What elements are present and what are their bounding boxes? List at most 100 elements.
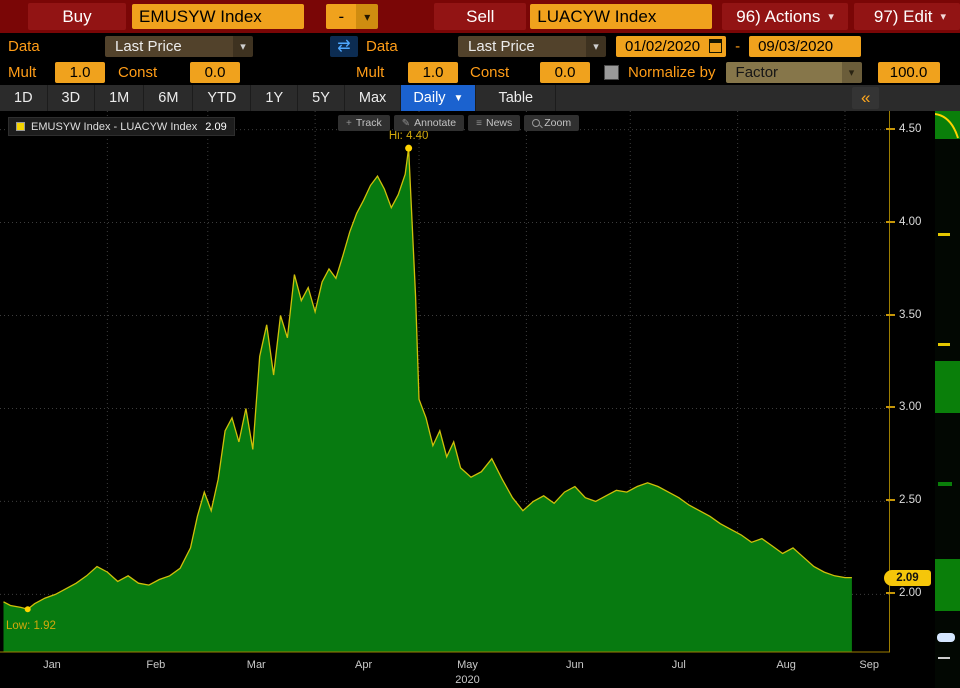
mult-label-left: Mult: [8, 63, 37, 81]
chevron-down-icon: ▾: [940, 11, 946, 23]
x-tick-label: Jan: [43, 659, 61, 671]
y-tick-label: 2.00: [886, 587, 921, 599]
buy-button[interactable]: Buy: [28, 3, 126, 30]
chevron-down-icon: ▾: [828, 11, 834, 23]
date-to-value: 09/03/2020: [758, 37, 834, 55]
zoom-button[interactable]: Zoom: [524, 115, 580, 131]
spread-chart-canvas[interactable]: Hi: 4.40 Low: 1.92 Jan Feb Mar Apr May Jun Jul Au…: [0, 111, 890, 688]
chart-area: Hi: 4.40 Low: 1.92 Jan Feb Mar Apr May Jun Jul Au…: [0, 111, 960, 688]
edit-label: 97) Edit: [873, 6, 933, 26]
y-axis: 2.09 2.00 2.50 3.00 3.50 4.00 4.50: [884, 111, 960, 652]
actions-label: 96) Actions: [736, 6, 821, 26]
swap-arrows-icon: ⇄: [337, 38, 351, 55]
mult-label-right: Mult: [356, 63, 385, 81]
tab-6m[interactable]: 6M: [144, 85, 194, 111]
x-tick-label: Feb: [146, 659, 165, 671]
mult-input-left[interactable]: 1.0: [55, 61, 105, 83]
news-lines-icon: ≡: [476, 117, 482, 129]
swap-series-button[interactable]: ⇄: [330, 35, 358, 57]
edit-menu-button[interactable]: 97) Edit ▾: [853, 3, 960, 30]
const-input-right[interactable]: 0.0: [540, 61, 590, 83]
normalize-label: Normalize by: [628, 63, 716, 81]
x-tick-label: May: [457, 659, 478, 671]
const-input-left[interactable]: 0.0: [190, 61, 240, 83]
y-tick-icon: [886, 499, 895, 502]
news-button[interactable]: ≡ News: [468, 115, 521, 131]
high-label: Hi: 4.40: [389, 130, 429, 142]
chevron-down-icon: ▾: [841, 61, 862, 83]
y-tick-icon: [886, 313, 895, 316]
tab-max[interactable]: Max: [345, 85, 402, 111]
crosshair-icon: +: [346, 117, 352, 129]
adjacent-chart-fragment: [935, 113, 959, 139]
low-label: Low: 1.92: [6, 620, 56, 632]
collapse-panel-button[interactable]: «: [852, 87, 880, 109]
date-to-field[interactable]: 09/03/2020: [749, 35, 862, 57]
double-chevron-left-icon: «: [861, 88, 871, 107]
chart-legend[interactable]: EMUSYW Index - LUACYW Index 2.09: [8, 117, 235, 136]
normalize-checkbox[interactable]: [604, 64, 619, 80]
calendar-icon[interactable]: [709, 39, 723, 53]
data-label-right: Data: [366, 37, 398, 55]
price-type-dropdown-left[interactable]: Last Price ▾: [105, 35, 253, 57]
mult-input-right[interactable]: 1.0: [408, 61, 458, 83]
buy-ticker-input[interactable]: EMUSYW Index: [132, 4, 305, 29]
sell-label: Sell: [466, 6, 495, 26]
chevron-down-icon: ▾: [233, 35, 253, 57]
annotate-button[interactable]: ✎ Annotate: [393, 115, 465, 131]
chevron-down-icon[interactable]: ▾: [356, 4, 379, 29]
const-label-left: Const: [118, 63, 158, 81]
adjacent-panel-strip: [935, 111, 960, 688]
adjacent-panel-fragment: [935, 559, 960, 611]
actions-menu-button[interactable]: 96) Actions ▾: [722, 3, 848, 30]
y-tick-label: 3.00: [886, 401, 921, 413]
factor-amount-input[interactable]: 100.0: [877, 61, 940, 83]
sell-button[interactable]: Sell: [434, 3, 527, 30]
date-range-separator: -: [735, 37, 741, 55]
y-tick-icon: [886, 406, 895, 409]
y-tick-label: 4.00: [886, 216, 921, 228]
price-type-value-right: Last Price: [458, 35, 586, 57]
x-tick-label: Mar: [247, 659, 266, 671]
operator-select[interactable]: - ▾: [326, 4, 379, 29]
x-tick-label: Aug: [776, 659, 796, 671]
frequency-dropdown[interactable]: Daily ▼: [401, 85, 477, 111]
factor-dropdown[interactable]: Factor ▾: [725, 61, 862, 83]
data-label-left: Data: [8, 37, 40, 55]
tab-5y[interactable]: 5Y: [298, 85, 345, 111]
adjacent-panel-fragment: [937, 633, 955, 642]
track-button[interactable]: + Track: [338, 115, 390, 131]
x-tick-label: Jul: [672, 659, 686, 671]
period-tab-bar: 1D 3D 1M 6M YTD 1Y 5Y Max Daily ▼ Table …: [0, 85, 960, 111]
tab-table[interactable]: Table: [476, 85, 557, 111]
tab-ytd[interactable]: YTD: [193, 85, 252, 111]
operator-value: -: [326, 4, 357, 29]
adjacent-panel-fragment: [935, 361, 960, 413]
date-from-field[interactable]: 01/02/2020: [616, 35, 727, 57]
tab-3d[interactable]: 3D: [48, 85, 96, 111]
x-tick-label: Apr: [355, 659, 372, 671]
pencil-icon: ✎: [401, 117, 411, 129]
adjacent-panel-fragment: [938, 343, 950, 346]
legend-series-name: EMUSYW Index - LUACYW Index: [31, 120, 198, 133]
magnifier-icon: [532, 119, 541, 127]
low-marker: [24, 606, 31, 613]
price-type-dropdown-right[interactable]: Last Price ▾: [458, 35, 606, 57]
order-bar: Buy EMUSYW Index - ▾ Sell LUACYW Index 9…: [0, 0, 960, 33]
tab-1d[interactable]: 1D: [0, 85, 48, 111]
sell-ticker-input[interactable]: LUACYW Index: [530, 4, 713, 29]
adjacent-panel-fragment: [938, 233, 950, 236]
adjacent-panel-fragment: [938, 482, 952, 486]
const-label-right: Const: [470, 63, 510, 81]
chevron-down-icon: ▾: [586, 35, 606, 57]
series-swatch-icon: [16, 122, 25, 131]
adjacent-panel-fragment: [935, 111, 960, 139]
x-axis-year-label: 2020: [455, 674, 479, 686]
adjacent-panel-fragment: [938, 657, 950, 659]
price-type-value-left: Last Price: [105, 35, 233, 57]
legend-last-value: 2.09: [205, 120, 227, 133]
tab-1m[interactable]: 1M: [95, 85, 145, 111]
y-tick-label: 3.50: [886, 309, 921, 321]
tab-1y[interactable]: 1Y: [251, 85, 299, 111]
